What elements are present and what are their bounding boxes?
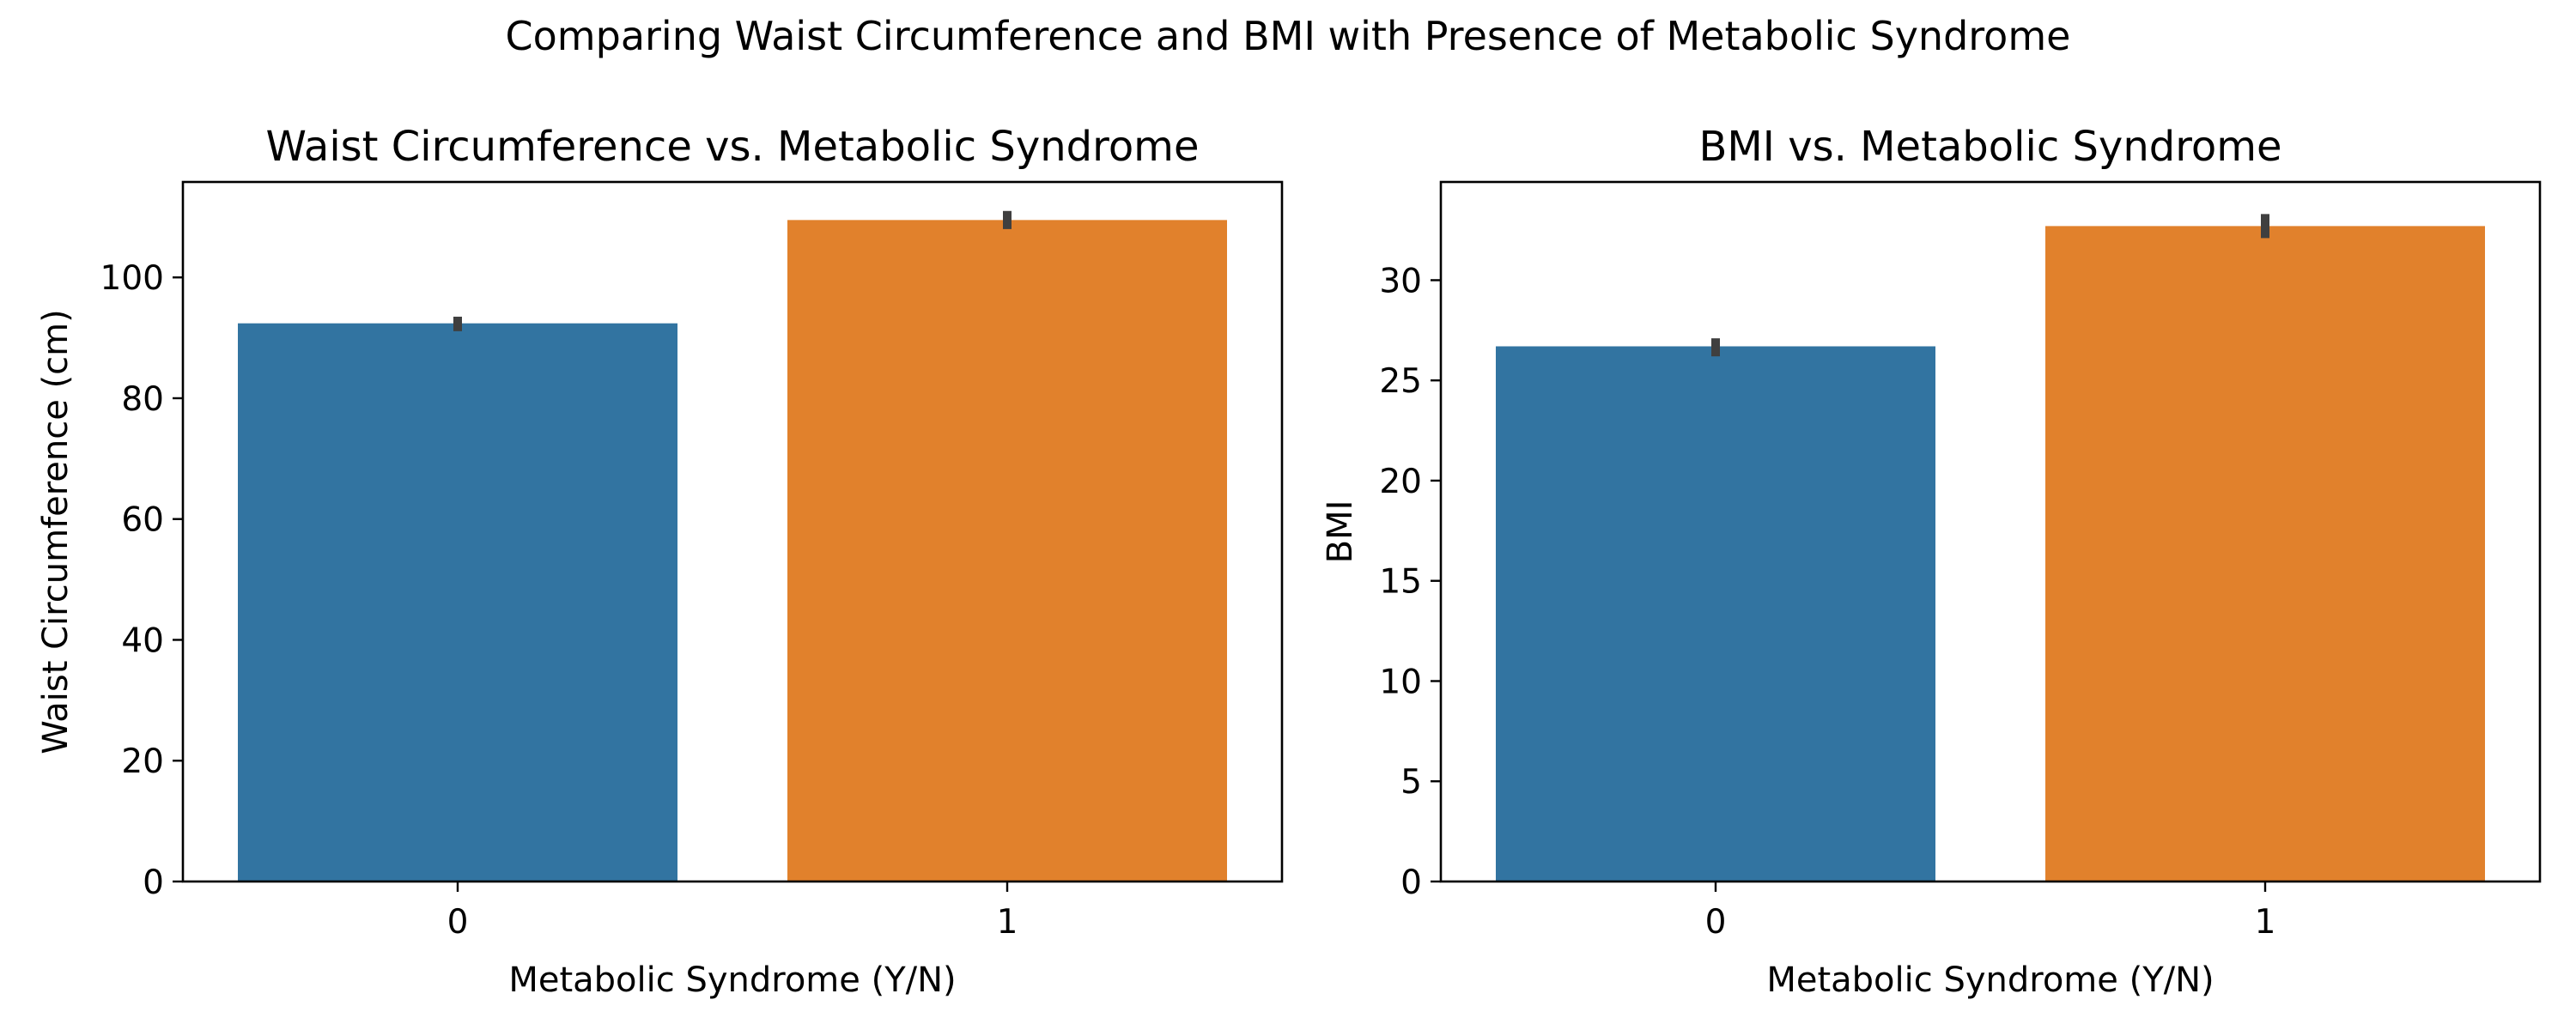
y-tick-label: 20 (121, 742, 164, 781)
axes-frame (181, 180, 1284, 883)
y-tick-label: 40 (121, 621, 164, 660)
y-tick-label: 25 (1379, 362, 1422, 401)
y-tick-label: 60 (121, 501, 164, 540)
x-tick-label: 0 (1705, 903, 1727, 942)
y-tick-label: 20 (1379, 463, 1422, 501)
y-tick-label: 0 (143, 863, 164, 902)
y-tick-label: 30 (1379, 262, 1422, 300)
bar-1 (2045, 226, 2485, 882)
y-axis-label: BMI (1321, 500, 1360, 564)
bar-0 (1496, 346, 1935, 882)
chart-1: 0 20 40 60 80 100 0 1 Waist Circumference vs. Me… (36, 123, 1284, 1000)
axes-title: Waist Circumference vs. Metabolic Syndro… (266, 123, 1200, 171)
x-axis-label: Metabolic Syndrome (Y/N) (1766, 960, 2214, 1000)
y-tick-label: 0 (1400, 863, 1422, 902)
figure-suptitle: Comparing Waist Circumference and BMI wi… (506, 13, 2071, 59)
bar-0 (238, 323, 677, 882)
x-tick-label: 0 (447, 903, 469, 942)
x-tick-label: 1 (2255, 903, 2276, 942)
y-tick-label: 80 (121, 380, 164, 419)
y-axis-label: Waist Circumference (cm) (36, 309, 76, 754)
y-tick-label: 5 (1400, 763, 1422, 802)
y-tick-label: 100 (100, 259, 164, 298)
chart-2: 0 5 10 15 20 25 30 0 1 BMI vs. Metabolic Syndrome… (1321, 123, 2542, 1000)
x-tick-label: 1 (997, 903, 1018, 942)
x-axis-label: Metabolic Syndrome (Y/N) (508, 960, 956, 1000)
axes-title: BMI vs. Metabolic Syndrome (1698, 123, 2281, 171)
y-tick-label: 10 (1379, 663, 1422, 701)
bar-1 (787, 220, 1227, 882)
y-tick-label: 15 (1379, 563, 1422, 602)
axes-frame (1439, 180, 2542, 883)
